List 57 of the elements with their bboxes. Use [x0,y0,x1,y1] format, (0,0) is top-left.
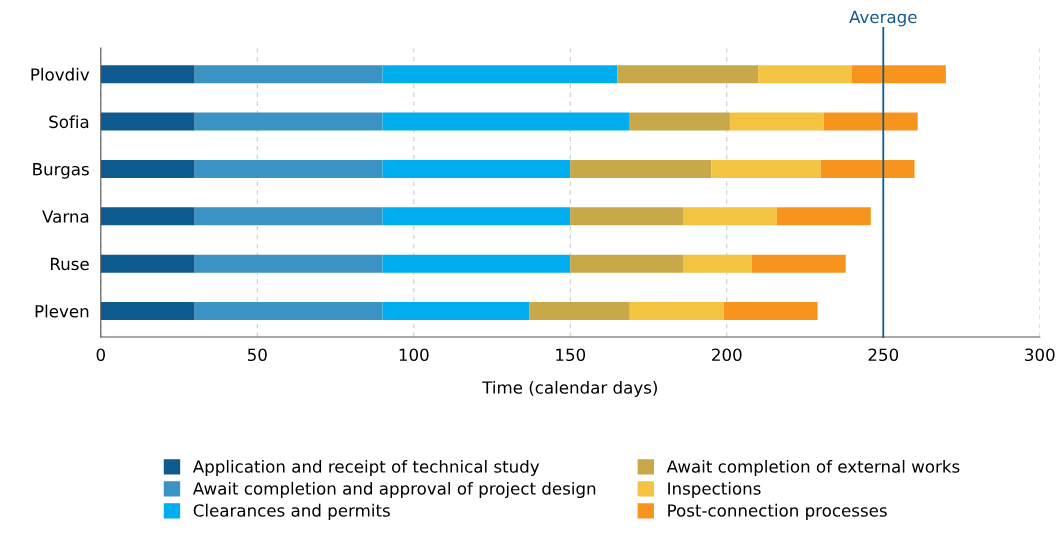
bar [194,65,383,84]
bar [382,254,571,273]
x-tick-label: 250 [868,348,899,362]
bar [194,112,383,131]
x-tick-label: 0 [96,348,105,362]
legend-label: Post-connection processes [668,503,887,520]
legend-label: Inspections [668,481,761,499]
bar [629,302,724,320]
bar [194,207,383,226]
bar [100,254,195,273]
bar [682,254,752,273]
legend-label: Await completion of external works [666,459,960,477]
bar [758,65,852,84]
bar [100,207,195,226]
bar [729,112,824,131]
bar [723,302,818,320]
x-tick-label: 100 [399,348,429,362]
bar [382,112,630,131]
bar [682,207,777,226]
x-tick-label: 200 [712,348,742,362]
bar [382,65,618,84]
bar [570,159,712,178]
bar [382,302,530,320]
bar [100,159,195,178]
bar [823,112,918,131]
bar [570,207,683,226]
y-tick-label: Varna [42,210,89,223]
bar [617,65,759,84]
bar [570,254,683,273]
bar [100,302,195,320]
legend-label: Clearances and permits [193,503,390,520]
bar [194,254,383,273]
legend-label: Application and receipt of technical study [192,459,540,477]
y-tick-label: Sofia [49,115,89,129]
bar [820,159,915,178]
y-tick-label: Burgas [33,163,89,179]
ref-line-label: Average [849,10,917,27]
bar [629,112,730,131]
bar [751,254,846,273]
bar [194,302,383,320]
bar [382,159,571,178]
x-tick-label: 300 [1025,348,1055,362]
bar [194,159,383,178]
y-tick-label: Pleven [35,304,89,318]
bar [100,112,195,131]
bar [529,302,630,320]
x-axis-title: Time (calendar days) [482,380,657,398]
bar [851,65,946,84]
x-tick-label: 150 [556,348,586,362]
x-tick-label: 50 [247,348,267,362]
y-tick-label: Ruse [50,257,89,271]
y-tick-label: Plovdiv [31,67,90,81]
bar [382,207,571,226]
legend-label: Await completion and approval of project design [192,481,596,499]
bar [711,159,821,178]
bar [776,207,871,226]
bar [100,65,195,84]
